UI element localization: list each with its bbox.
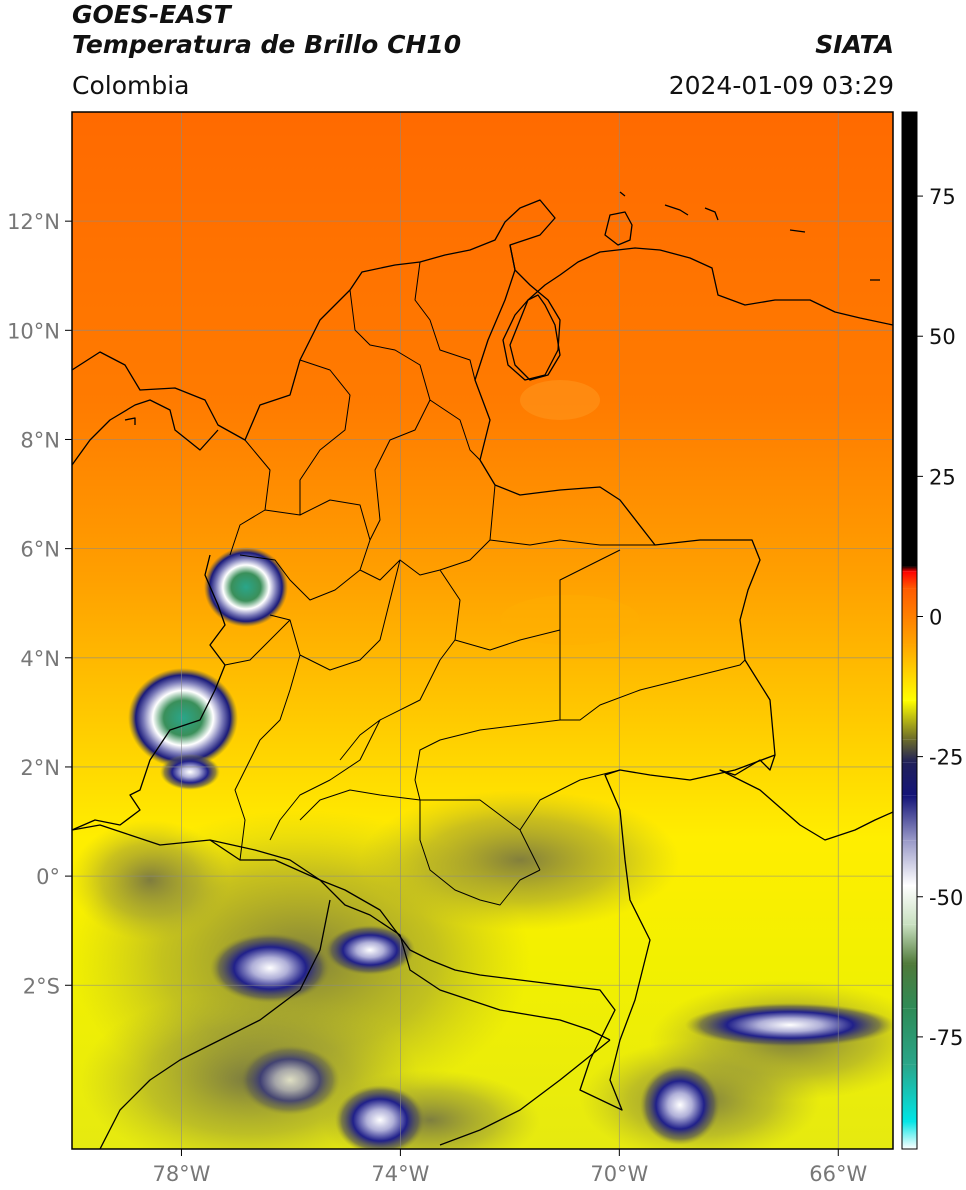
colorbar-band — [902, 795, 917, 841]
borders — [72, 191, 893, 1149]
colorbar-frame — [901, 111, 918, 1150]
colorbar-tick-label: -50 — [929, 886, 963, 910]
colorbar-band — [902, 840, 917, 886]
colorbar-tick-label: -75 — [929, 1026, 963, 1050]
island-aruba-curacao — [604, 211, 633, 246]
colorbar-tick-label: 50 — [929, 325, 956, 349]
colorbar-band — [902, 566, 917, 572]
colorbar-band — [902, 571, 917, 589]
lat-tick-label: 4°N — [20, 647, 60, 671]
colorbar-band — [902, 644, 917, 701]
lon-tick-label: 78°W — [152, 1162, 210, 1186]
lat-tick-label: 6°N — [20, 538, 60, 562]
lake-maracaibo — [509, 294, 561, 381]
cloud-system-amazon-mid — [325, 925, 415, 975]
latitude-ticks: 12°N 10°N 8°N 6°N 4°N 2°N 0° 2°S — [7, 210, 72, 998]
colorbar-band — [902, 1120, 917, 1149]
cloud-systems — [128, 547, 893, 1149]
border-brazil-peru — [439, 1039, 611, 1146]
colorbar-band — [902, 1008, 917, 1065]
lat-tick-label: 2°N — [20, 756, 60, 780]
region-label: Colombia — [72, 71, 190, 100]
lat-tick-label: 2°S — [23, 974, 60, 998]
cloud-system-amazon-east — [685, 1003, 893, 1047]
satellite-title: GOES-EAST — [72, 0, 231, 29]
cloud-system-south — [335, 1085, 425, 1149]
colorbar-band — [902, 112, 917, 567]
map-frame — [71, 111, 894, 1150]
lat-tick-label: 12°N — [7, 210, 60, 234]
lat-tick-label: 10°N — [7, 319, 60, 343]
colorbar-ticks: 75 50 25 0 -25 -50 -75 — [917, 185, 963, 1050]
lon-tick-label: 74°W — [371, 1162, 429, 1186]
border-brazil — [209, 754, 776, 1111]
colorbar-band — [902, 762, 917, 796]
colorbar-band — [902, 1064, 917, 1121]
colorbar-bands — [902, 112, 917, 1149]
lon-tick-label: 70°W — [590, 1162, 648, 1186]
longitude-ticks: 78°W 74°W 70°W 66°W — [152, 1149, 867, 1186]
colorbar: 75 50 25 0 -25 -50 -75 — [901, 111, 963, 1150]
lon-tick-label: 66°W — [809, 1162, 867, 1186]
cloud-system-far-south-west — [240, 1045, 340, 1115]
coastline-pacific — [72, 554, 226, 831]
border-panama — [72, 399, 219, 466]
cloud-system-pacific — [128, 668, 238, 768]
colorbar-band — [902, 924, 917, 965]
border-venezuela — [474, 244, 893, 841]
colorbar-tick-label: 25 — [929, 465, 956, 489]
border-ecuador-peru — [72, 824, 611, 1041]
cloud-system-choco-north — [204, 547, 288, 627]
timestamp-label: 2024-01-09 03:29 — [668, 71, 894, 100]
cloud-system-south-east — [640, 1065, 720, 1145]
colorbar-band — [902, 588, 917, 645]
colorbar-band — [902, 739, 917, 763]
product-title: Temperatura de Brillo CH10 — [72, 30, 462, 59]
colorbar-tick-label: -25 — [929, 746, 963, 770]
department-borders — [224, 261, 746, 906]
lat-tick-label: 8°N — [20, 428, 60, 452]
cloud-system-amazon-west — [210, 933, 330, 1003]
colorbar-tick-label: 75 — [929, 185, 956, 209]
lat-tick-label: 0° — [36, 865, 60, 889]
cloud-system-pacific-tail — [160, 754, 220, 790]
gridlines — [72, 112, 893, 1149]
organization-label: SIATA — [815, 30, 894, 59]
colorbar-band — [902, 964, 917, 1009]
colorbar-band — [902, 885, 917, 925]
colorbar-band — [902, 700, 917, 740]
islands-caribbean — [124, 191, 880, 425]
border-peru-south — [99, 899, 331, 1149]
colorbar-tick-label: 0 — [929, 605, 942, 629]
